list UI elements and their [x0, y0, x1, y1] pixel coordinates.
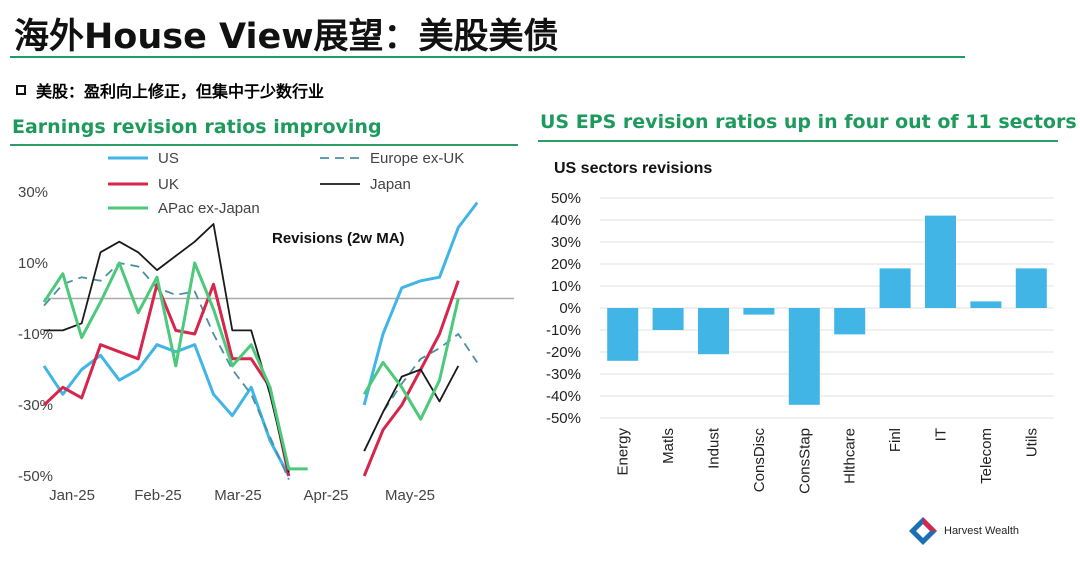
- line-chart-title: Earnings revision ratios improving: [12, 116, 382, 138]
- x-tick-label: Telecom: [978, 428, 995, 484]
- x-tick-label: Feb-25: [134, 487, 182, 504]
- bar-chart-subtitle: US sectors revisions: [554, 160, 712, 177]
- bar-chart-title: US EPS revision ratios up in four out of…: [540, 111, 1077, 133]
- x-tick-label: ConsDisc: [751, 428, 768, 493]
- legend-label-us: US: [158, 150, 179, 167]
- legend-label-europe-ex-uk: Europe ex-UK: [370, 150, 464, 167]
- bar-chart-x-axis: Energy Matls Indust ConsDisc ConsStap Hlthcar…: [615, 427, 1041, 494]
- bar-hlthcare: [834, 308, 866, 335]
- bar-chart-gridlines: [600, 197, 1054, 419]
- slide-title: 海外House View展望：美股美债: [14, 17, 559, 57]
- bar-finl: [879, 268, 911, 308]
- y-tick-label: 50%: [551, 190, 581, 207]
- logo-diamond-icon: [909, 517, 937, 545]
- logo-text: Harvest Wealth: [944, 525, 1019, 537]
- y-tick-label: 10%: [18, 255, 48, 272]
- bar-energy: [607, 308, 639, 361]
- x-tick-label: Utils: [1023, 428, 1040, 457]
- y-tick-label: -30%: [18, 397, 53, 414]
- x-tick-label: IT: [933, 428, 950, 441]
- legend-label-apac-ex-japan: APac ex-Japan: [158, 200, 260, 217]
- square-bullet-icon: [16, 85, 26, 95]
- series-line-europe-ex-uk: [43, 262, 478, 480]
- series-line-us: [42, 201, 479, 477]
- bullet-point: 美股：盈利向上修正，但集中于少数行业: [16, 78, 324, 102]
- x-tick-label: Energy: [615, 428, 632, 476]
- y-tick-label: 10%: [551, 278, 581, 295]
- y-tick-label: 20%: [551, 256, 581, 273]
- bar-chart-divider: [538, 140, 1058, 142]
- y-tick-label: -50%: [546, 410, 581, 427]
- x-tick-label: Finl: [887, 428, 904, 452]
- y-tick-label: 0%: [559, 300, 581, 317]
- bar-indust: [698, 308, 729, 355]
- bar-chart-y-axis: 50% 40% 30% 20% 10% 0% -10% -20% -30% -40% -50%: [546, 190, 581, 427]
- y-tick-label: 30%: [551, 234, 581, 251]
- legend-label-uk: UK: [158, 176, 179, 193]
- line-chart: US UK APac ex-Japan Europe ex-UK Japan 30% 10…: [18, 150, 514, 504]
- chart-annotation: Revisions (2w MA): [272, 230, 405, 247]
- line-chart-divider: [10, 144, 518, 146]
- bar-matls: [652, 308, 684, 330]
- x-tick-label: May-25: [385, 487, 435, 504]
- x-tick-label: Mar-25: [214, 487, 262, 504]
- x-tick-label: Indust: [706, 427, 723, 469]
- bar-consstap: [788, 308, 820, 405]
- title-divider: [10, 56, 965, 58]
- legend-label-japan: Japan: [370, 176, 411, 193]
- y-tick-label: 30%: [18, 184, 48, 201]
- line-chart-x-axis: Jan-25 Feb-25 Mar-25 Apr-25 May-25: [49, 487, 435, 504]
- series-line-uk: [42, 280, 460, 477]
- series-line-japan: [44, 223, 460, 473]
- x-tick-label: Apr-25: [303, 487, 348, 504]
- y-tick-label: -10%: [546, 322, 581, 339]
- x-tick-label: Jan-25: [49, 487, 95, 504]
- bar-utils: [1015, 268, 1047, 308]
- x-tick-label: Hlthcare: [842, 428, 859, 484]
- line-chart-y-axis: 30% 10% -10% -30% -50%: [18, 184, 53, 485]
- y-tick-label: -10%: [18, 326, 53, 343]
- line-chart-legend: US UK APac ex-Japan Europe ex-UK Japan: [108, 150, 464, 217]
- bar-consdisc: [743, 308, 775, 315]
- x-tick-label: Matls: [660, 428, 677, 464]
- bar-chart: US sectors revisions 50% 40% 30% 20% 10% 0% -1…: [546, 160, 1054, 494]
- harvest-wealth-logo: Harvest Wealth: [908, 516, 1019, 546]
- bar-chart-bars: [607, 215, 1047, 405]
- bar-it: [925, 215, 956, 308]
- bullet-text: 美股：盈利向上修正，但集中于少数行业: [36, 82, 325, 101]
- bar-telecom: [970, 301, 1002, 308]
- line-chart-series: [42, 201, 479, 480]
- series-line-apac-ex-japan: [42, 261, 460, 471]
- y-tick-label: -50%: [18, 468, 53, 485]
- y-tick-label: -20%: [546, 344, 581, 361]
- y-tick-label: -40%: [546, 388, 581, 405]
- x-tick-label: ConsStap: [796, 428, 813, 494]
- y-tick-label: 40%: [551, 212, 581, 229]
- y-tick-label: -30%: [546, 366, 581, 383]
